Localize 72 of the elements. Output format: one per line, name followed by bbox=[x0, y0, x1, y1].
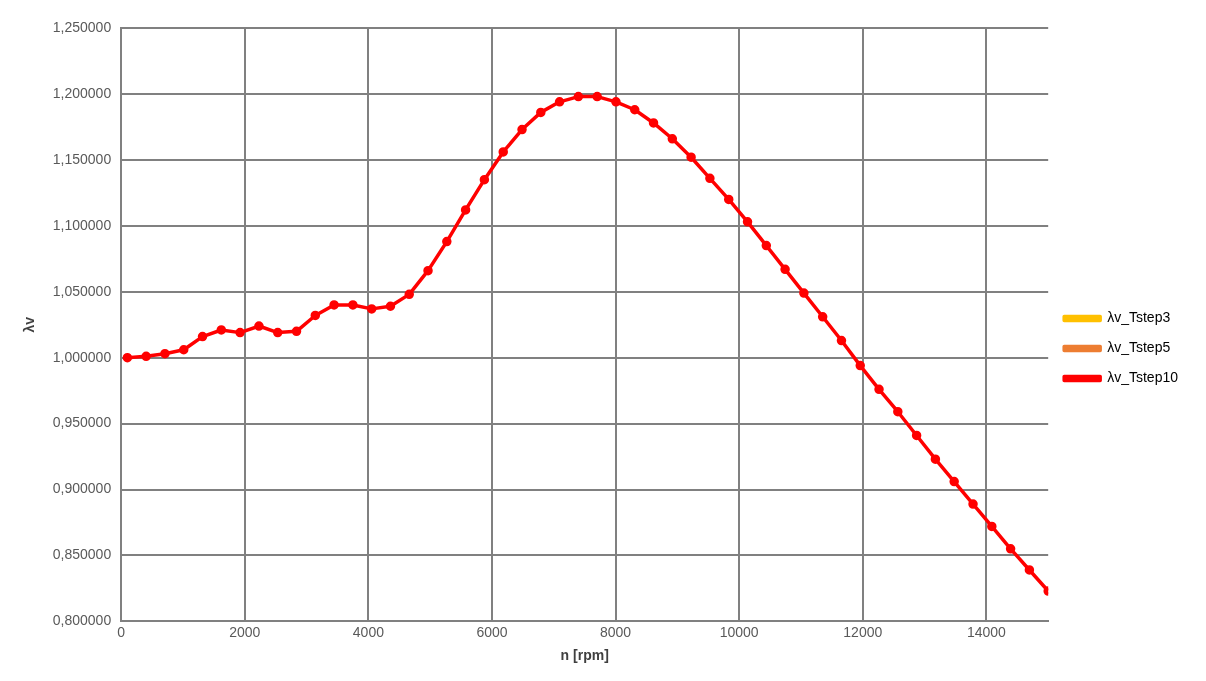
y-tick-label: 0,800000 bbox=[52, 612, 112, 629]
point bbox=[442, 236, 452, 247]
legend-label: λv_Tstep3 bbox=[1107, 309, 1171, 326]
y-tick-label: 1,250000 bbox=[52, 18, 112, 35]
x-axis-title: n [rpm] bbox=[560, 647, 609, 664]
point bbox=[686, 152, 696, 162]
point bbox=[949, 476, 959, 487]
point bbox=[423, 265, 433, 276]
point bbox=[648, 118, 659, 128]
point bbox=[911, 430, 922, 441]
x-tick-label: 12000 bbox=[843, 623, 883, 640]
point bbox=[460, 205, 471, 215]
point bbox=[705, 173, 715, 184]
point bbox=[479, 174, 490, 185]
point bbox=[780, 264, 790, 275]
point bbox=[385, 301, 396, 311]
point bbox=[329, 300, 339, 310]
y-tick-label: 1,050000 bbox=[52, 282, 112, 299]
point bbox=[592, 91, 602, 102]
x-tick-label: 10000 bbox=[719, 623, 759, 640]
point bbox=[573, 91, 584, 102]
point bbox=[629, 105, 640, 115]
x-tick-label: 6000 bbox=[476, 623, 508, 640]
point bbox=[536, 107, 546, 118]
point bbox=[291, 326, 302, 337]
point bbox=[254, 321, 264, 331]
y-axis-title: λv bbox=[21, 316, 38, 333]
point bbox=[517, 124, 527, 135]
point bbox=[310, 310, 321, 321]
point bbox=[667, 134, 678, 144]
point bbox=[742, 217, 753, 227]
point bbox=[874, 384, 884, 395]
point bbox=[968, 499, 978, 509]
point bbox=[836, 335, 847, 346]
point bbox=[235, 327, 245, 338]
point bbox=[799, 288, 809, 298]
x-tick-label: 14000 bbox=[966, 623, 1007, 640]
y-tick-label: 1,100000 bbox=[52, 216, 112, 233]
point bbox=[761, 240, 772, 251]
y-tick-label: 1,150000 bbox=[52, 150, 112, 167]
legend-label: λv_Tstep10 bbox=[1107, 369, 1179, 386]
legend-label: λv_Tstep5 bbox=[1107, 339, 1171, 356]
point bbox=[855, 360, 865, 371]
point bbox=[611, 97, 621, 107]
x-tick-label: 8000 bbox=[600, 623, 632, 640]
y-tick-label: 1,000000 bbox=[52, 348, 112, 365]
point bbox=[930, 454, 941, 464]
point bbox=[404, 289, 414, 300]
point bbox=[817, 312, 828, 322]
point bbox=[554, 97, 565, 107]
point bbox=[272, 327, 283, 338]
x-tick-label: 4000 bbox=[352, 623, 385, 640]
point bbox=[1024, 565, 1035, 575]
y-tick-label: 0,900000 bbox=[52, 480, 112, 497]
point bbox=[178, 345, 189, 355]
point bbox=[141, 351, 151, 362]
point bbox=[498, 147, 508, 157]
point bbox=[893, 406, 903, 417]
y-tick-label: 0,950000 bbox=[52, 414, 112, 431]
point bbox=[348, 300, 358, 310]
x-tick-label: 2000 bbox=[229, 623, 261, 640]
point bbox=[216, 325, 227, 335]
point bbox=[197, 331, 208, 342]
point bbox=[122, 352, 133, 363]
point bbox=[987, 521, 997, 532]
point bbox=[723, 194, 734, 205]
x-tick-label: 0 bbox=[117, 623, 126, 640]
point bbox=[366, 304, 377, 314]
y-tick-label: 0,850000 bbox=[52, 546, 112, 563]
point bbox=[160, 348, 170, 359]
point bbox=[1005, 544, 1016, 554]
y-tick-label: 1,200000 bbox=[52, 84, 112, 101]
